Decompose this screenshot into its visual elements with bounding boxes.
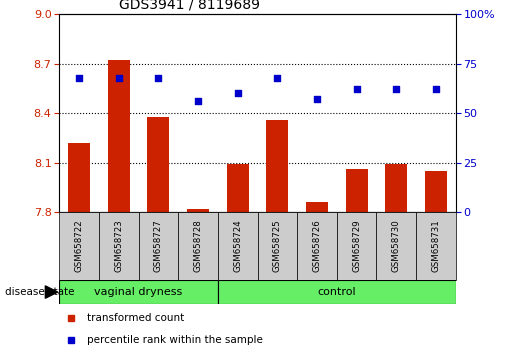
Point xyxy=(313,97,321,102)
Text: vaginal dryness: vaginal dryness xyxy=(94,287,183,297)
Text: GSM658724: GSM658724 xyxy=(233,219,242,273)
Bar xyxy=(68,143,90,212)
Text: transformed count: transformed count xyxy=(87,313,184,323)
Point xyxy=(114,75,123,80)
Bar xyxy=(258,212,297,280)
Text: GSM658722: GSM658722 xyxy=(75,219,83,273)
Text: percentile rank within the sample: percentile rank within the sample xyxy=(87,335,263,345)
Bar xyxy=(99,212,139,280)
Text: GDS3941 / 8119689: GDS3941 / 8119689 xyxy=(118,0,260,12)
Text: GSM658727: GSM658727 xyxy=(154,219,163,273)
Bar xyxy=(218,280,456,304)
Bar xyxy=(346,170,368,212)
Bar xyxy=(227,165,249,212)
Text: GSM658723: GSM658723 xyxy=(114,219,123,273)
Bar xyxy=(178,212,218,280)
Point xyxy=(432,87,440,92)
Point xyxy=(392,87,401,92)
Polygon shape xyxy=(45,286,58,298)
Text: GSM658725: GSM658725 xyxy=(273,219,282,273)
Bar xyxy=(139,212,178,280)
Bar xyxy=(385,165,407,212)
Bar xyxy=(376,212,416,280)
Bar xyxy=(266,120,288,212)
Bar xyxy=(59,280,218,304)
Text: GSM658729: GSM658729 xyxy=(352,220,361,272)
Bar xyxy=(297,212,337,280)
Bar xyxy=(337,212,376,280)
Text: GSM658728: GSM658728 xyxy=(194,219,202,273)
Point xyxy=(273,75,281,80)
Text: GSM658730: GSM658730 xyxy=(392,219,401,273)
Bar xyxy=(147,116,169,212)
Text: GSM658731: GSM658731 xyxy=(432,219,440,273)
Point xyxy=(75,75,83,80)
Text: GSM658726: GSM658726 xyxy=(313,219,321,273)
Bar xyxy=(416,212,456,280)
Bar xyxy=(108,61,130,212)
Bar xyxy=(218,212,258,280)
Bar xyxy=(425,171,447,212)
Point xyxy=(352,87,360,92)
Point xyxy=(154,75,162,80)
Bar xyxy=(306,202,328,212)
Bar xyxy=(187,209,209,212)
Text: disease state: disease state xyxy=(5,287,75,297)
Bar xyxy=(59,212,99,280)
Text: control: control xyxy=(317,287,356,297)
Point xyxy=(194,98,202,104)
Point xyxy=(233,91,242,96)
